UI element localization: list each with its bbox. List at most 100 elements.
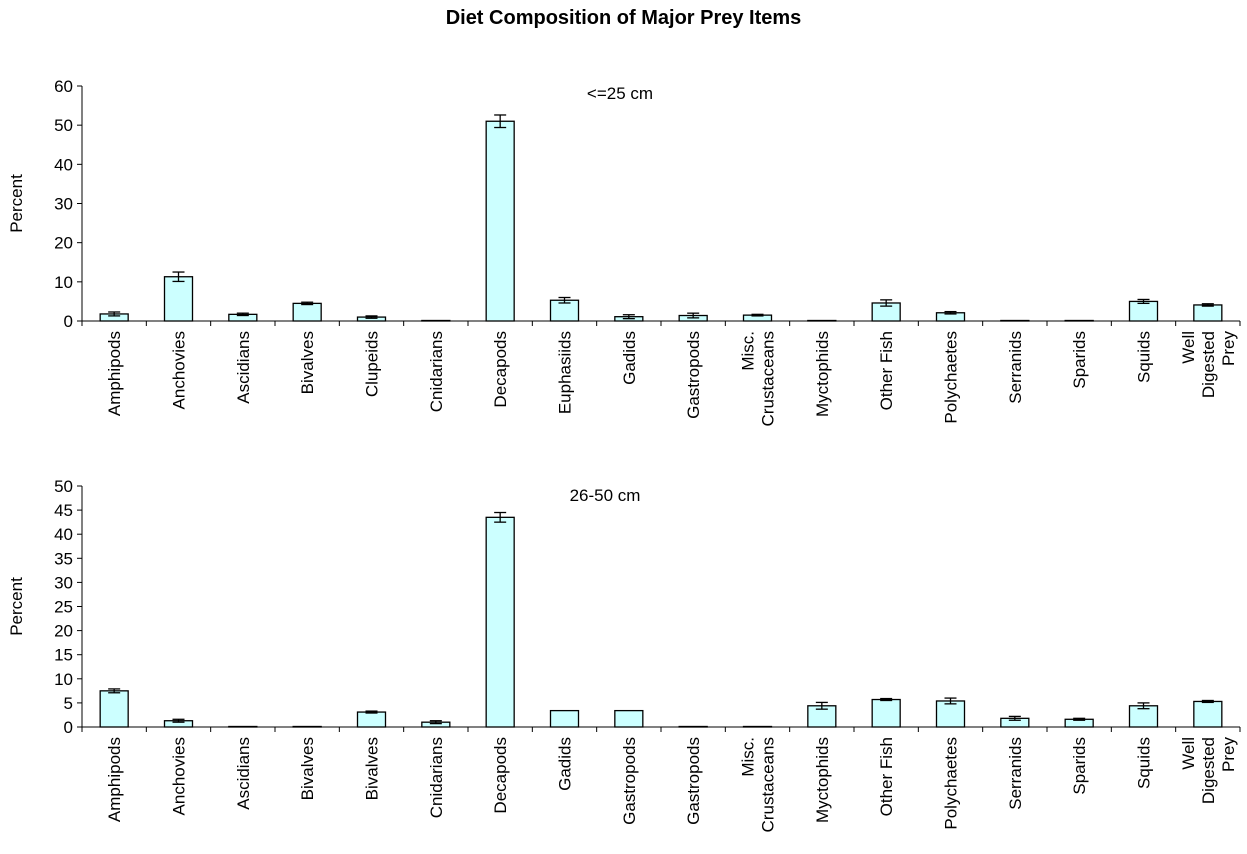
x-tick-label-line: Sparids: [1070, 737, 1089, 795]
x-tick-label-line: Cnidarians: [427, 331, 446, 412]
y-tick-label: 50: [54, 116, 73, 135]
x-tick-label-line: Bivalves: [298, 737, 317, 800]
x-tick-label: Decapods: [491, 737, 510, 814]
x-tick-label-line: Ascidians: [234, 331, 253, 404]
x-tick-label-line: Amphipods: [105, 331, 124, 416]
y-tick-label: 10: [54, 670, 73, 689]
x-tick-label-line: Gastropods: [684, 737, 703, 825]
x-tick-label: Misc.Crustaceans: [739, 331, 778, 426]
y-tick-label: 40: [54, 525, 73, 544]
bar: [807, 319, 837, 322]
x-tick-label: Gastropods: [684, 331, 703, 419]
x-tick-label-line: Prey: [1219, 331, 1238, 366]
x-tick-label: Polychaetes: [942, 331, 961, 424]
bar: [678, 725, 708, 728]
y-tick-label: 20: [54, 234, 73, 253]
x-tick-label-line: Other Fish: [877, 331, 896, 410]
bar: [935, 700, 966, 728]
x-tick-label-line: Euphasiids: [556, 331, 575, 414]
x-tick-label-line: Sparids: [1070, 331, 1089, 389]
x-tick-label: WellDigestedPrey: [1179, 331, 1238, 399]
x-tick-label-line: Crustaceans: [759, 737, 778, 832]
x-tick-label: Clupeids: [363, 331, 382, 397]
x-tick-label-line: Squids: [1135, 737, 1154, 789]
x-tick-label-line: Well: [1179, 331, 1198, 364]
x-tick-label: Euphasiids: [556, 331, 575, 414]
x-tick-label: Sparids: [1070, 331, 1089, 389]
x-tick-label: Amphipods: [105, 331, 124, 416]
bar: [163, 276, 194, 322]
y-tick-label: 20: [54, 622, 73, 641]
x-tick-label: Polychaetes: [942, 737, 961, 830]
x-tick-label-line: Anchovies: [170, 331, 189, 409]
x-tick-label-line: Serranids: [1006, 331, 1025, 404]
x-tick-label: Anchovies: [170, 331, 189, 409]
x-tick-label: Squids: [1135, 331, 1154, 383]
x-tick-label: Anchovies: [170, 737, 189, 815]
x-tick-label-line: Bivalves: [298, 331, 317, 394]
x-tick-label: Misc.Crustaceans: [739, 737, 778, 832]
x-tick-label: Other Fish: [877, 737, 896, 816]
x-tick-label: Gadids: [620, 331, 639, 385]
y-tick-label: 30: [54, 573, 73, 592]
y-axis-label: Percent: [7, 577, 26, 636]
x-tick-label: Cnidarians: [427, 331, 446, 412]
y-tick-label: 25: [54, 598, 73, 617]
x-tick-label: Serranids: [1006, 737, 1025, 810]
x-tick-label-line: Cnidarians: [427, 737, 446, 818]
x-tick-label-line: Gadids: [556, 737, 575, 791]
x-tick-label-line: Well: [1179, 737, 1198, 770]
bar: [485, 120, 515, 322]
x-tick-label-line: Crustaceans: [759, 331, 778, 426]
x-tick-label: Other Fish: [877, 331, 896, 410]
x-tick-label: Ascidians: [234, 737, 253, 810]
chart-title: Diet Composition of Major Prey Items: [445, 7, 802, 29]
chart-panel-1: 0 10 20 30 40 50 60 Percent <=25 cm Amphipods Anch…: [7, 77, 1241, 426]
x-tick-label: Amphipods: [105, 737, 124, 822]
y-tick-label: 5: [64, 694, 73, 713]
x-tick-label-line: Gastropods: [620, 737, 639, 825]
x-tick-label-line: Squids: [1135, 331, 1154, 383]
x-tick-label: WellDigestedPrey: [1179, 737, 1238, 805]
bar: [485, 516, 515, 728]
x-tick-label: Myctophids: [813, 331, 832, 417]
y-tick-label: 0: [64, 718, 73, 737]
x-tick-label: Cnidarians: [427, 737, 446, 818]
bar: [549, 709, 580, 728]
x-tick-label: Bivalves: [363, 737, 382, 800]
y-tick-label: 60: [54, 77, 73, 96]
bar: [1193, 304, 1223, 322]
bar: [614, 709, 644, 728]
bar: [292, 302, 322, 322]
x-tick-label-line: Decapods: [491, 331, 510, 408]
x-tick-label-line: Gastropods: [684, 331, 703, 419]
y-axis-label: Percent: [7, 174, 26, 233]
y-tick-label: 30: [54, 195, 73, 214]
bar: [871, 698, 901, 728]
x-tick-label-line: Clupeids: [363, 331, 382, 397]
x-tick-label-line: Prey: [1219, 737, 1238, 772]
panel-annotation: 26-50 cm: [570, 486, 641, 505]
chart-panel-2: 0 5 10 15 20 25 30 35 40 45 50 Percent 26-50 cm Amphi…: [7, 477, 1241, 832]
bar: [356, 711, 387, 728]
y-tick-label: 0: [64, 312, 73, 331]
x-tick-label: Gastropods: [620, 737, 639, 825]
bar: [292, 725, 322, 728]
x-tick-label: Bivalves: [298, 331, 317, 394]
x-tick-label-line: Other Fish: [877, 737, 896, 816]
x-tick-label-line: Misc.: [739, 331, 758, 371]
x-tick-label: Bivalves: [298, 737, 317, 800]
x-tick-label-line: Amphipods: [105, 737, 124, 822]
bar: [1128, 300, 1159, 322]
y-tick-label: 35: [54, 549, 73, 568]
x-tick-label: Ascidians: [234, 331, 253, 404]
bar: [742, 725, 773, 728]
x-tick-label: Myctophids: [813, 737, 832, 823]
x-tick-label-line: Polychaetes: [942, 737, 961, 830]
bar: [99, 690, 129, 728]
x-tick-label-line: Gadids: [620, 331, 639, 385]
x-tick-label: Squids: [1135, 737, 1154, 789]
x-tick-label: Gadids: [556, 737, 575, 791]
panel-annotation: <=25 cm: [587, 84, 653, 103]
